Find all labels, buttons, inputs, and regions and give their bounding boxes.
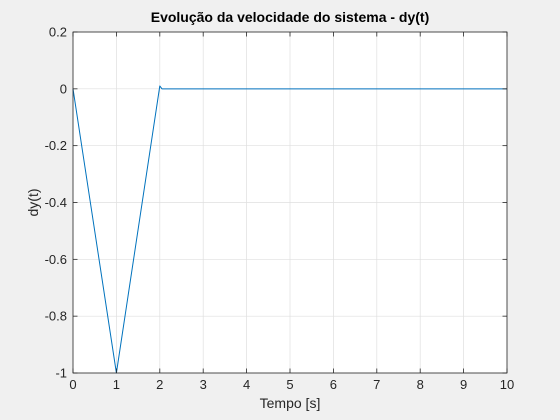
x-tick-label: 1 xyxy=(113,377,120,392)
y-axis-title: dy(t) xyxy=(25,189,41,217)
label-layer: 0 1 2 3 4 5 6 7 8 9 10 -1 -0.8 -0.6 -0.4 -0.2 0 0.2 xyxy=(45,25,515,393)
tick-layer xyxy=(72,31,508,374)
x-tick-label: 3 xyxy=(200,377,207,392)
x-axis-title: Tempo [s] xyxy=(260,395,321,411)
y-tick-label: -1 xyxy=(55,366,67,381)
x-tick-label: 0 xyxy=(69,377,76,392)
y-tick-label: -0.6 xyxy=(45,252,67,267)
x-tick-label: 9 xyxy=(460,377,467,392)
chart-title: Evolução da velocidade do sistema - dy(t… xyxy=(151,9,430,25)
x-tick-label: 6 xyxy=(330,377,337,392)
x-tick-label: 7 xyxy=(373,377,380,392)
x-tick-label: 2 xyxy=(156,377,163,392)
x-tick-label: 4 xyxy=(243,377,250,392)
y-tick-label: -0.8 xyxy=(45,309,67,324)
y-tick-label: -0.4 xyxy=(45,195,67,210)
series-layer xyxy=(72,85,507,374)
series-line-1 xyxy=(72,85,507,374)
x-tick-label: 8 xyxy=(417,377,424,392)
y-tick-label: 0.2 xyxy=(49,25,67,40)
x-tick-label: 5 xyxy=(286,377,293,392)
y-tick-label: 0 xyxy=(60,81,67,96)
y-tick-label: -0.2 xyxy=(45,138,67,153)
x-tick-label: 10 xyxy=(500,377,514,392)
